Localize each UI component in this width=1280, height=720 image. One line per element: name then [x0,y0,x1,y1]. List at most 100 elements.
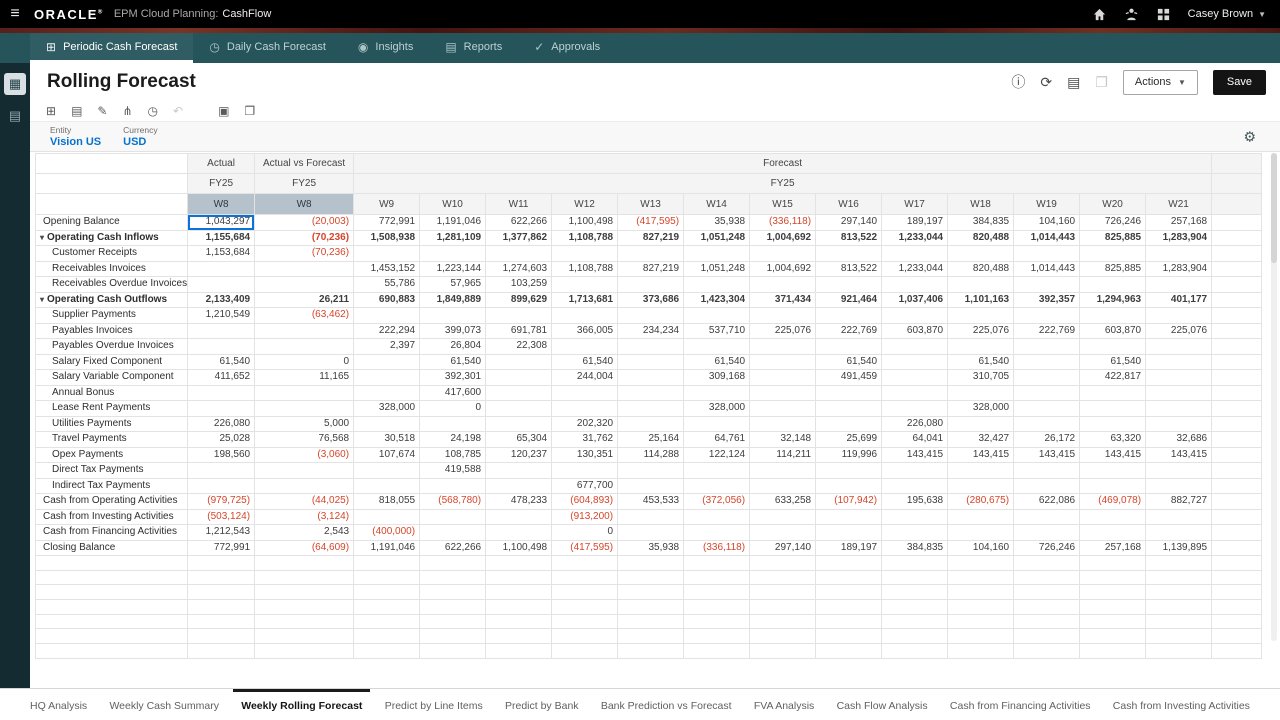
nav-tab-insights[interactable]: ◉ Insights [357,39,414,54]
grid-cell[interactable] [749,524,817,541]
grid-cell[interactable] [683,555,751,571]
grid-cell[interactable] [1079,613,1147,630]
grid-cell[interactable] [1079,628,1147,645]
grid-cell[interactable]: 226,080 [881,415,949,432]
grid-cell[interactable]: 371,434 [749,291,817,308]
grid-cell[interactable] [881,584,949,601]
grid-cell[interactable] [881,276,949,293]
grid-cell[interactable] [1145,628,1213,645]
year-header[interactable]: FY25 [353,173,1213,194]
bottom-tab-cash-flow-analysis[interactable]: Cash Flow Analysis [836,700,928,712]
grid-cell[interactable] [254,462,355,479]
grid-cell[interactable] [1079,400,1147,417]
grid-cell[interactable] [881,628,949,645]
grid-cell[interactable]: 189,197 [881,214,949,231]
grid-cell[interactable] [485,477,553,494]
week-header[interactable]: W11 [485,193,553,215]
grid-cell[interactable] [881,643,949,659]
actions-button[interactable]: Actions ▼ [1122,69,1198,95]
grid-cell[interactable] [1013,524,1081,541]
grid-cell[interactable] [1145,555,1213,571]
grid-cell[interactable] [1145,613,1213,630]
row-label[interactable]: Travel Payments [35,431,189,448]
grid-cell[interactable]: 1,100,498 [551,214,619,231]
grid-cell[interactable]: 0 [419,400,487,417]
grid-cell[interactable]: (20,003) [254,214,355,231]
grid-cell[interactable]: 61,540 [187,353,256,370]
grid-cell[interactable] [254,555,355,571]
grid-cell[interactable] [881,508,949,525]
grid-cell[interactable] [1013,462,1081,479]
grid-cell[interactable]: 234,234 [617,322,685,339]
row-label[interactable] [35,613,189,630]
grid-cell[interactable] [419,555,487,571]
grid-cell[interactable]: 198,560 [187,446,256,463]
row-label[interactable] [35,599,189,615]
bottom-tab-cash-from-financing-activities[interactable]: Cash from Financing Activities [949,700,1091,712]
grid-cell[interactable] [1079,477,1147,494]
grid-cell[interactable]: 1,043,297 [187,214,256,231]
grid-cell[interactable] [683,415,751,432]
row-label[interactable]: Supplier Payments [35,307,189,324]
grid-cell[interactable] [683,384,751,401]
grid-cell[interactable]: 26,211 [254,291,355,308]
grid-cell[interactable]: (568,780) [419,493,487,510]
grid-cell[interactable]: 422,817 [1079,369,1147,386]
grid-cell[interactable] [187,599,256,615]
grid-cell[interactable] [881,307,949,324]
grid-cell[interactable]: 1,004,692 [749,229,817,246]
grid-cell[interactable] [187,555,256,571]
pov-grid-icon[interactable]: ⊞ [46,104,57,118]
grid-cell[interactable]: 2,543 [254,524,355,541]
grid-cell[interactable]: 76,568 [254,431,355,448]
grid-cell[interactable] [749,599,817,615]
grid-cell[interactable] [617,643,685,659]
grid-cell[interactable]: 882,727 [1145,493,1213,510]
grid-cell[interactable] [1079,584,1147,601]
grid-cell[interactable] [1013,338,1081,355]
grid-cell[interactable]: 30,518 [353,431,421,448]
grid-cell[interactable] [683,599,751,615]
grid-cell[interactable] [617,599,685,615]
grid-cell[interactable]: 1,191,046 [419,214,487,231]
grid-cell[interactable]: 26,172 [1013,431,1081,448]
grid-cell[interactable] [551,462,619,479]
grid-cell[interactable] [485,524,553,541]
grid-cell[interactable] [1013,584,1081,601]
grid-cell[interactable]: 120,237 [485,446,553,463]
grid-cell[interactable]: 384,835 [947,214,1015,231]
row-label[interactable] [35,569,189,586]
grid-cell[interactable] [353,584,421,601]
grid-cell[interactable] [683,338,751,355]
grid-cell[interactable] [815,384,883,401]
grid-cell[interactable]: 384,835 [881,539,949,556]
grid-cell[interactable] [749,462,817,479]
grid-cell[interactable] [947,643,1015,659]
grid-cell[interactable]: 1,223,144 [419,260,487,277]
grid-cell[interactable] [551,245,619,262]
grid-cell[interactable]: 491,459 [815,369,883,386]
grid-cell[interactable]: 1,014,443 [1013,260,1081,277]
bottom-tab-bank-prediction-vs-forecast[interactable]: Bank Prediction vs Forecast [600,700,732,712]
row-label[interactable]: Receivables Invoices [35,260,189,277]
year-header[interactable]: FY25 [187,173,256,194]
grid-cell[interactable] [1013,400,1081,417]
grid-cell[interactable]: 1,108,788 [551,229,619,246]
grid-cell[interactable] [254,384,355,401]
vertical-scrollbar[interactable] [1271,153,1277,641]
grid-cell[interactable] [815,524,883,541]
grid-cell[interactable] [947,569,1015,586]
grid-cell[interactable] [419,569,487,586]
grid-cell[interactable] [815,462,883,479]
grid-cell[interactable]: 32,427 [947,431,1015,448]
row-label[interactable]: Opening Balance [35,214,189,231]
grid-cell[interactable] [683,643,751,659]
grid-cell[interactable] [1145,524,1213,541]
row-label[interactable]: ▾ Operating Cash Inflows [35,229,189,246]
grid-cell[interactable] [815,245,883,262]
grid-cell[interactable] [881,462,949,479]
pov-member-link[interactable]: USD [123,136,147,148]
grid-cell[interactable] [881,599,949,615]
grid-cell[interactable]: 328,000 [683,400,751,417]
grid-cell[interactable]: 64,041 [881,431,949,448]
